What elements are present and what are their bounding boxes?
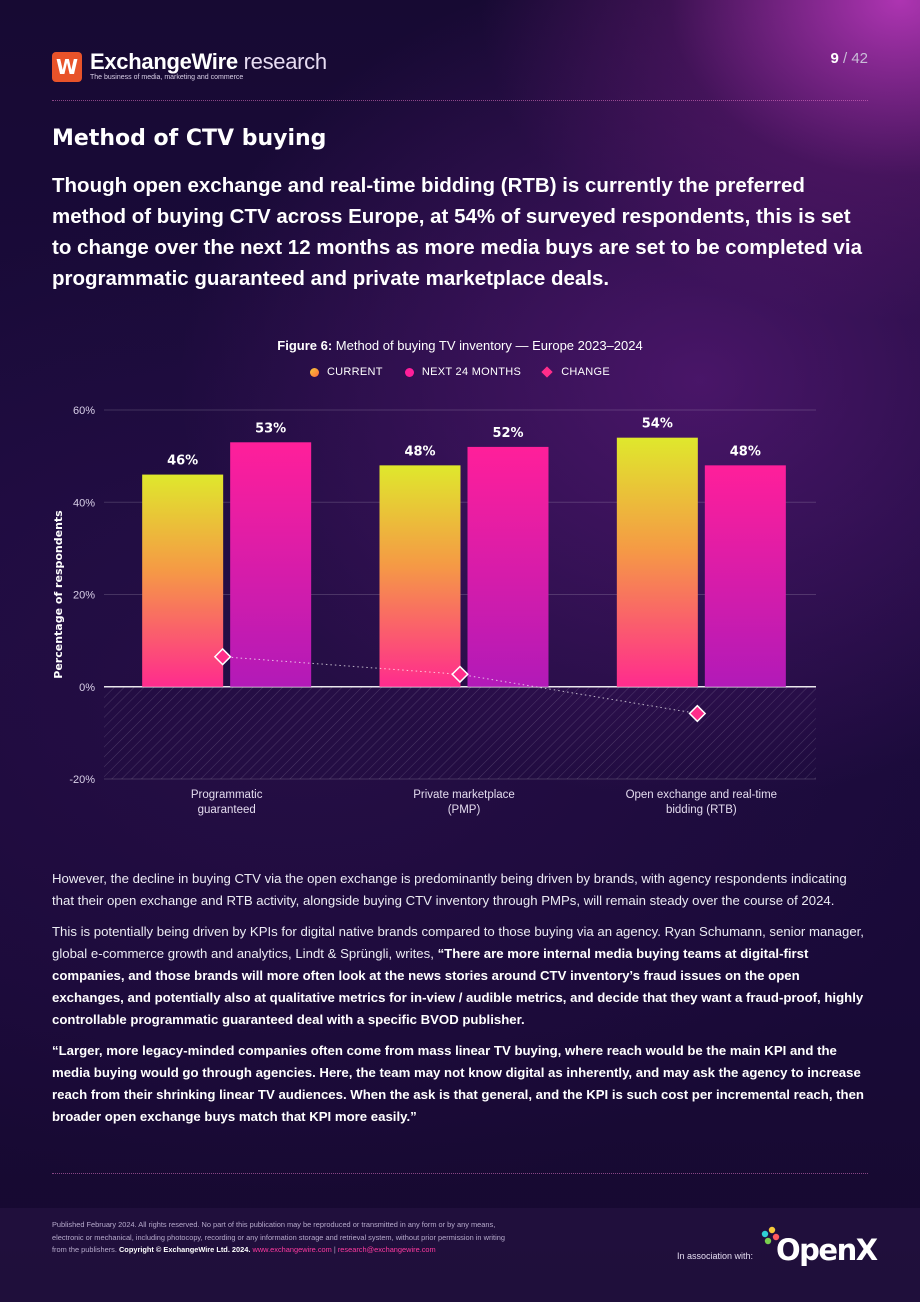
bar-next	[467, 446, 549, 687]
legal-notice: Published February 2024. All rights rese…	[52, 1219, 572, 1257]
y-tick-label: 0%	[79, 682, 95, 694]
data-label-next: 53%	[255, 421, 286, 436]
brand-name-rest: Wire	[191, 49, 239, 74]
x-tick-label: Programmatic	[191, 789, 263, 801]
body-quote-2: “Larger, more legacy-minded companies of…	[52, 1043, 864, 1124]
y-axis-title: Percentage of respondents	[52, 510, 65, 679]
lead-paragraph: Though open exchange and real-time biddi…	[52, 174, 863, 290]
data-label-current: 54%	[642, 417, 673, 432]
figure-title: Figure 6: Method of buying TV inventory …	[0, 338, 920, 353]
legend-item-change: CHANGE	[541, 366, 611, 378]
x-tick-label: (PMP)	[448, 804, 481, 816]
y-tick-label: -20%	[69, 774, 95, 786]
bar-current	[616, 437, 698, 687]
x-tick-label: bidding (RTB)	[666, 804, 737, 816]
bar-current	[379, 465, 461, 687]
brand-tagline: The business of media, marketing and com…	[90, 74, 244, 81]
change-marker	[688, 704, 707, 723]
body-paragraph-1: However, the decline in buying CTV via t…	[52, 871, 847, 908]
x-tick-label: Private marketplace	[413, 789, 515, 801]
page-total: 42	[851, 50, 868, 67]
copyright: Copyright © ExchangeWire Ltd. 2024.	[118, 1245, 251, 1254]
openx-logo-icon: OpenX	[758, 1226, 878, 1268]
negative-region	[104, 686, 816, 779]
data-label-current: 46%	[167, 454, 198, 469]
association-label: In association with:	[677, 1251, 754, 1261]
bar-next	[704, 465, 786, 687]
body-quote-1: “There are more internal media buying te…	[52, 946, 864, 1027]
x-tick-label: Open exchange and real-time	[626, 789, 778, 801]
exchangewire-logo-icon: W	[52, 52, 82, 82]
figure-title-text: Method of buying TV inventory — Europe 2…	[335, 338, 643, 353]
legend-swatch-current	[309, 367, 319, 377]
partner-name: OpenX	[776, 1233, 878, 1267]
legal-line-3: from the publishers.	[52, 1245, 117, 1254]
legend-swatch-change	[541, 366, 553, 378]
data-label-current: 48%	[404, 444, 435, 459]
page-header: W ExchangeWire research The business of …	[52, 48, 868, 88]
x-tick-label: guaranteed	[198, 804, 256, 816]
figure-label: Figure 6:	[277, 338, 333, 353]
data-label-next: 48%	[730, 444, 761, 459]
body-paragraph-2-intro: This is potentially being driven by KPIs…	[52, 924, 864, 961]
brand-suffix: research	[243, 49, 328, 74]
section-title: Method of CTV buying	[52, 126, 327, 151]
bar-next	[230, 442, 312, 687]
page-number: 9 / 42	[830, 50, 868, 67]
link-separator: |	[333, 1245, 336, 1254]
bar-chart: 60% 40% 20% 0% -20% Percentage of respondents…	[52, 405, 816, 816]
legend-item-current: CURRENT	[309, 366, 383, 378]
body-text: However, the decline in buying CTV via t…	[52, 868, 868, 1137]
body-paragraph-2: This is potentially being driven by KPIs…	[52, 921, 868, 1031]
page-current: 9	[830, 50, 839, 67]
change-marker	[213, 647, 232, 666]
legend-label-next: NEXT 24 MONTHS	[421, 366, 522, 378]
footer-divider	[52, 1173, 868, 1174]
y-tick-label: 40%	[73, 497, 95, 509]
legend-label-change: CHANGE	[561, 366, 611, 378]
openx-logo-mark	[761, 1226, 780, 1245]
y-tick-label: 20%	[73, 590, 95, 602]
legend-swatch-next	[404, 367, 414, 377]
page-footer	[0, 1208, 920, 1302]
brand-logo-text: ExchangeWire research	[90, 50, 327, 74]
bar-current	[142, 474, 224, 687]
legal-line-1: Published February 2024. All rights rese…	[52, 1220, 496, 1229]
legend-label-current: CURRENT	[326, 366, 383, 378]
website-link[interactable]: www.exchangewire.com	[252, 1245, 332, 1254]
brand-name-bold: Exchange	[90, 49, 192, 74]
header-divider	[52, 100, 868, 101]
legal-line-3-wrap: from the publishers. Copyright © Exchang…	[52, 1244, 572, 1257]
y-tick-label: 60%	[73, 405, 95, 417]
chart-legend: CURRENT NEXT 24 MONTHS CHANGE	[0, 366, 920, 378]
legal-line-2: electronic or mechanical, including phot…	[52, 1232, 505, 1242]
change-marker	[451, 665, 469, 684]
email-link[interactable]: research@exchangewire.com	[337, 1245, 436, 1254]
legend-item-next: NEXT 24 MONTHS	[404, 366, 522, 378]
data-label-next: 52%	[492, 426, 523, 441]
